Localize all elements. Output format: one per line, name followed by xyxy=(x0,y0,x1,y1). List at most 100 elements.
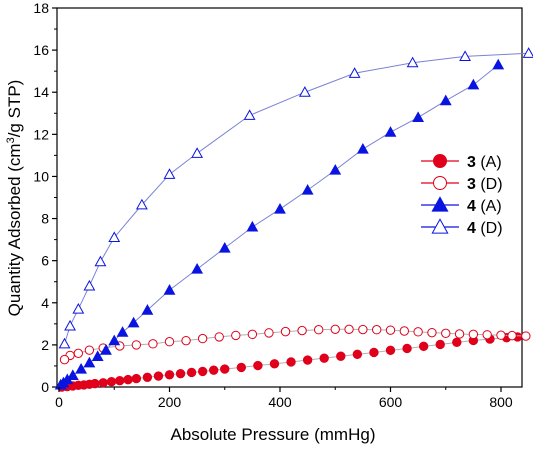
legend-marker xyxy=(431,196,449,212)
y-tick-label: 6 xyxy=(41,253,49,269)
data-point xyxy=(163,168,176,179)
data-point xyxy=(384,126,397,137)
data-point xyxy=(253,360,263,371)
data-point xyxy=(164,337,175,347)
data-point xyxy=(127,316,140,328)
data-point xyxy=(175,369,186,379)
legend-label-compound: 3 xyxy=(467,176,476,193)
data-point xyxy=(141,304,154,315)
legend-marker xyxy=(433,154,447,168)
series-line xyxy=(64,52,529,344)
data-point xyxy=(90,378,100,389)
data-point xyxy=(286,357,296,367)
data-point xyxy=(66,369,79,380)
legend-item: 4 (A) xyxy=(421,196,502,215)
data-point xyxy=(59,354,70,365)
data-point xyxy=(84,345,95,355)
data-point xyxy=(83,356,96,368)
legend-label-mode: (A) xyxy=(476,198,502,215)
y-tick-label: 2 xyxy=(41,337,49,353)
data-point xyxy=(329,164,342,175)
data-point xyxy=(91,350,104,362)
data-point xyxy=(413,327,423,337)
data-point xyxy=(402,343,412,354)
x-tick-label: 200 xyxy=(158,394,182,410)
y-tick-label: 12 xyxy=(33,126,49,142)
data-point xyxy=(301,184,314,195)
data-point xyxy=(496,330,506,340)
data-point xyxy=(58,337,71,349)
legend-label: 3 (D) xyxy=(467,176,503,193)
data-point xyxy=(142,372,153,383)
data-point xyxy=(214,332,224,342)
y-tick-label: 8 xyxy=(41,211,49,227)
data-point xyxy=(186,367,197,378)
data-point xyxy=(264,328,274,338)
y-tick-label: 10 xyxy=(33,168,49,184)
data-point xyxy=(181,335,191,346)
data-point xyxy=(164,370,175,380)
data-point xyxy=(319,353,329,363)
data-point xyxy=(274,202,286,214)
y-axis: 0 2 4 6 8 10 12 14 16 18 xyxy=(33,0,57,395)
data-point xyxy=(135,198,148,210)
data-point xyxy=(220,364,230,374)
legend-label-compound: 4 xyxy=(467,198,476,215)
data-point xyxy=(153,371,164,381)
data-point xyxy=(507,330,517,341)
data-point xyxy=(385,325,396,335)
data-point xyxy=(435,339,445,350)
data-point xyxy=(298,86,311,97)
data-point xyxy=(439,94,452,106)
data-point xyxy=(94,255,107,267)
x-tick-label: 600 xyxy=(379,394,403,410)
plot-area xyxy=(54,7,533,392)
data-point xyxy=(72,303,85,314)
data-point xyxy=(452,337,462,348)
x-axis: 0 200 400 600 800 xyxy=(55,387,513,410)
y-axis-title: Quantity Adsorbed (cm3/g STP) xyxy=(5,80,24,317)
data-point xyxy=(231,330,241,341)
data-point xyxy=(209,365,219,375)
data-point xyxy=(459,50,471,61)
legend-label: 4 (D) xyxy=(467,220,503,237)
data-point xyxy=(358,324,368,335)
data-point xyxy=(218,241,231,253)
series-4-a- xyxy=(54,58,505,390)
legend-item: 3 (D) xyxy=(421,176,503,193)
data-point xyxy=(313,325,324,335)
data-point xyxy=(269,359,280,369)
legend-label: 3 (A) xyxy=(467,154,502,171)
data-point xyxy=(116,326,129,337)
data-point xyxy=(418,341,429,352)
data-point xyxy=(454,329,465,339)
data-point xyxy=(399,326,410,336)
data-point xyxy=(522,47,533,58)
data-point xyxy=(330,324,340,335)
legend-label-compound: 3 xyxy=(467,154,476,171)
data-point xyxy=(243,109,256,120)
data-point xyxy=(108,334,121,346)
data-point xyxy=(131,340,142,350)
x-tick-label: 400 xyxy=(268,394,292,410)
legend-label-mode: (D) xyxy=(476,176,503,193)
x-tick-label: 0 xyxy=(55,394,63,410)
data-point xyxy=(98,378,108,388)
data-point xyxy=(83,279,96,291)
data-point xyxy=(236,362,247,373)
data-point xyxy=(468,329,479,340)
legend-marker xyxy=(433,176,447,190)
data-point xyxy=(75,363,88,374)
data-point xyxy=(246,220,259,232)
data-point xyxy=(385,345,396,356)
data-point xyxy=(197,366,208,377)
y-tick-label: 4 xyxy=(41,295,49,311)
y-axis-title-part-2: /g STP) xyxy=(5,80,24,138)
data-point xyxy=(163,284,176,295)
y-axis-title-part-1: Quantity Adsorbed (cm xyxy=(5,143,24,316)
legend-label-mode: (D) xyxy=(476,220,503,237)
data-point xyxy=(412,111,425,123)
data-point xyxy=(191,147,204,158)
data-point xyxy=(148,339,158,349)
